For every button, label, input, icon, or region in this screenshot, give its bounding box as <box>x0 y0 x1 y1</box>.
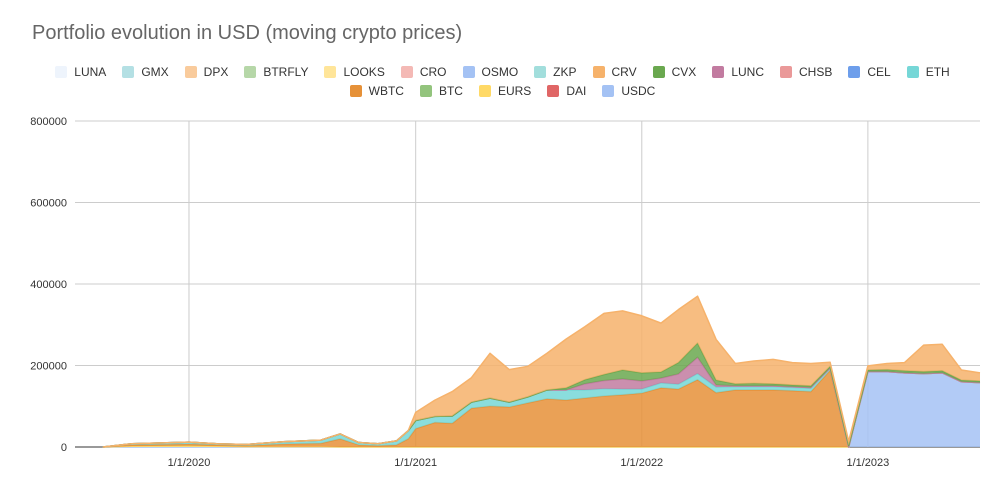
legend-label: CEL <box>867 64 891 79</box>
series-line-crv <box>102 295 981 448</box>
legend-swatch <box>652 65 665 78</box>
y-tick-label: 800000 <box>30 116 67 128</box>
legend-label: CHSB <box>799 64 833 79</box>
legend-swatch <box>478 84 491 97</box>
legend-label: EURS <box>497 83 532 98</box>
legend: LUNA GMX DPX BTRFLY LOOKS CRO OSMO ZKP CRV CVX LUN… <box>0 62 1005 100</box>
legend-item-osmo[interactable]: OSMO <box>462 64 519 79</box>
legend-label: ETH <box>925 64 950 79</box>
legend-item-cel[interactable]: CEL <box>848 64 891 79</box>
legend-item-cro[interactable]: CRO <box>400 64 447 79</box>
legend-row: LUNA GMX DPX BTRFLY LOOKS CRO OSMO ZKP CRV CVX LUN… <box>0 62 1005 81</box>
legend-label: CRV <box>611 64 637 79</box>
series-area-usdc <box>102 371 980 447</box>
y-tick-label: 600000 <box>30 198 67 210</box>
legend-item-gmx[interactable]: GMX <box>122 64 169 79</box>
legend-label: BTRFLY <box>263 64 309 79</box>
series-area-crv <box>102 296 980 447</box>
chart-title: Portfolio evolution in USD (moving crypt… <box>32 22 463 44</box>
x-tick-label: 1/1/2023 <box>846 457 889 469</box>
legend-swatch <box>462 65 475 78</box>
legend-label: ZKP <box>553 64 577 79</box>
legend-item-cvx[interactable]: CVX <box>652 64 697 79</box>
legend-row: WBTC BTC EURS DAI USDC <box>0 81 1005 100</box>
legend-item-dai[interactable]: DAI <box>547 84 586 98</box>
legend-label: DPX <box>203 64 229 79</box>
legend-swatch <box>534 65 547 78</box>
series-area-eth <box>102 367 980 447</box>
legend-item-eurs[interactable]: EURS <box>478 83 532 98</box>
x-tick-label: 1/1/2022 <box>620 457 663 469</box>
legend-swatch <box>592 65 605 78</box>
y-tick-label: 0 <box>61 442 67 454</box>
legend-label: BTC <box>438 83 463 98</box>
legend-swatch <box>349 84 362 97</box>
legend-swatch <box>184 65 197 78</box>
legend-label: CRO <box>419 64 447 79</box>
legend-swatch <box>122 65 135 78</box>
legend-item-lunc[interactable]: LUNC <box>712 65 764 79</box>
x-tick-label: 1/1/2021 <box>394 457 437 469</box>
legend-swatch <box>906 65 919 78</box>
legend-item-usdc[interactable]: USDC <box>602 84 655 98</box>
legend-label: DAI <box>566 83 587 98</box>
legend-swatch <box>400 65 413 78</box>
legend-item-eth[interactable]: ETH <box>906 64 950 79</box>
legend-item-btrfly[interactable]: BTRFLY <box>244 65 308 79</box>
legend-label: LUNA <box>74 64 107 79</box>
legend-label: LUNC <box>731 64 764 79</box>
legend-item-wbtc[interactable]: WBTC <box>349 83 404 98</box>
legend-item-looks[interactable]: LOOKS <box>324 64 385 79</box>
y-tick-label: 200000 <box>30 361 67 373</box>
legend-label: WBTC <box>368 83 404 98</box>
legend-swatch <box>419 84 432 97</box>
legend-label: USDC <box>621 83 656 98</box>
legend-label: OSMO <box>481 64 519 79</box>
legend-label: LOOKS <box>343 64 385 79</box>
legend-swatch <box>55 65 68 78</box>
legend-item-chsb[interactable]: CHSB <box>780 65 832 79</box>
legend-swatch <box>244 65 257 78</box>
legend-item-dpx[interactable]: DPX <box>184 64 229 79</box>
legend-item-luna[interactable]: LUNA <box>55 65 106 79</box>
legend-label: CVX <box>671 64 697 79</box>
legend-swatch <box>712 65 725 78</box>
legend-item-zkp[interactable]: ZKP <box>534 64 577 79</box>
legend-item-btc[interactable]: BTC <box>419 83 463 98</box>
legend-label: GMX <box>141 64 169 79</box>
y-tick-label: 400000 <box>30 279 67 291</box>
x-tick-label: 1/1/2020 <box>168 457 211 469</box>
legend-swatch <box>547 84 560 97</box>
legend-swatch <box>602 84 615 97</box>
series-area-wbtc <box>102 370 980 447</box>
legend-swatch <box>324 65 337 78</box>
legend-swatch <box>780 65 792 78</box>
legend-swatch <box>848 65 861 78</box>
legend-item-crv[interactable]: CRV <box>592 64 637 79</box>
